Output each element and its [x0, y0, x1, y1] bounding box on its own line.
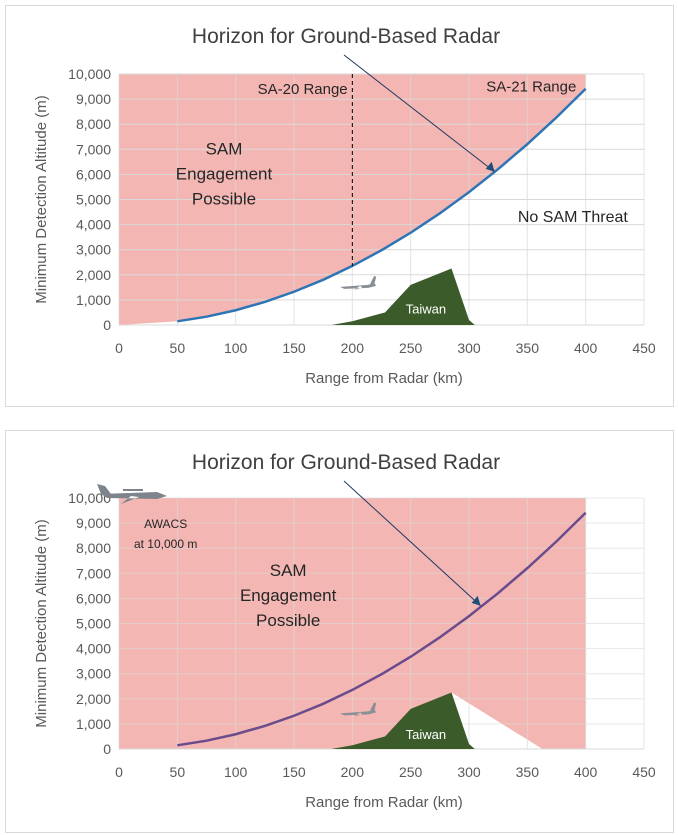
- fighter-jet-icon: [340, 275, 377, 290]
- awacs-label: at 10,000 m: [134, 537, 197, 551]
- chart-2: 0 1,000 2,000 3,000 4,000 5,000 6,000 7,000 8,00…: [33, 451, 656, 811]
- x-tick-label: 0: [115, 340, 123, 356]
- x-tick-label: 450: [632, 764, 656, 780]
- sa21-range-label: SA-21 Range: [486, 79, 576, 96]
- x-tick-label: 200: [341, 764, 365, 780]
- x-axis-title: Range from Radar (km): [305, 794, 463, 811]
- taiwan-terrain: [331, 268, 475, 325]
- x-tick-label: 300: [457, 340, 481, 356]
- x-axis-title: Range from Radar (km): [305, 370, 463, 387]
- y-tick-label: 10,000: [68, 490, 111, 506]
- y-tick-label: 2,000: [76, 267, 111, 283]
- x-tick-label: 400: [574, 340, 598, 356]
- sam-engagement-label: Possible: [192, 189, 256, 208]
- y-tick-label: 10,000: [68, 66, 111, 82]
- x-tick-label: 450: [632, 340, 656, 356]
- y-tick-label: 2,000: [76, 691, 111, 707]
- x-tick-label: 250: [399, 764, 423, 780]
- taiwan-terrain: [331, 692, 475, 749]
- x-tick-label: 100: [224, 764, 248, 780]
- y-tick-label: 6,000: [76, 590, 111, 606]
- x-tick-label: 350: [516, 340, 540, 356]
- y-axis-title: Minimum Detection Altitude (m): [33, 95, 50, 303]
- y-tick-label: 8,000: [76, 540, 111, 556]
- fighter-jet-icon: [340, 702, 377, 717]
- no-sam-threat-label: No SAM Threat: [518, 209, 629, 226]
- sa20-range-label: SA-20 Range: [258, 81, 348, 98]
- y-tick-label: 5,000: [76, 616, 111, 632]
- x-tick-label: 300: [457, 764, 481, 780]
- y-tick-label: 7,000: [76, 565, 111, 581]
- y-tick-label: 3,000: [76, 242, 111, 258]
- y-tick-label: 1,000: [76, 716, 111, 732]
- taiwan-label: Taiwan: [406, 302, 446, 317]
- y-tick-label: 0: [103, 317, 111, 333]
- x-tick-label: 50: [170, 340, 186, 356]
- y-tick-label: 6,000: [76, 166, 111, 182]
- x-tick-label: 350: [516, 764, 540, 780]
- awacs-label: AWACS: [144, 517, 187, 531]
- chart-title: Horizon for Ground-Based Radar: [192, 25, 500, 48]
- y-tick-label: 5,000: [76, 192, 111, 208]
- sam-engagement-label: Engagement: [240, 586, 337, 605]
- chart-panel-2: 0 1,000 2,000 3,000 4,000 5,000 6,000 7,000 8,00…: [5, 430, 674, 833]
- x-tick-label: 150: [282, 764, 306, 780]
- y-tick-label: 1,000: [76, 292, 111, 308]
- taiwan-label: Taiwan: [406, 727, 446, 742]
- x-tick-label: 0: [115, 764, 123, 780]
- title-arrow: [343, 480, 482, 607]
- title-arrow: [343, 54, 495, 173]
- arrow-head-icon: [485, 161, 495, 172]
- y-tick-label: 9,000: [76, 91, 111, 107]
- radar-horizon-line: [177, 87, 587, 323]
- y-tick-label: 3,000: [76, 666, 111, 682]
- x-tick-label: 250: [399, 340, 423, 356]
- sam-engagement-label: Possible: [256, 611, 320, 630]
- y-axis-title: Minimum Detection Altitude (m): [33, 519, 50, 727]
- sam-engagement-label: SAM: [270, 561, 307, 580]
- y-tick-label: 9,000: [76, 515, 111, 531]
- chart-panel-1: 0 1,000 2,000 3,000 4,000 5,000 6,000 7,000 8,00…: [5, 5, 674, 407]
- x-tick-label: 100: [224, 340, 248, 356]
- awacs-aircraft-icon: [97, 484, 167, 504]
- sam-engagement-label: Engagement: [176, 164, 273, 183]
- x-tick-label: 50: [170, 764, 186, 780]
- chart-1: 0 1,000 2,000 3,000 4,000 5,000 6,000 7,000 8,00…: [33, 25, 656, 387]
- x-tick-label: 400: [574, 764, 598, 780]
- arrow-head-icon: [471, 595, 481, 606]
- sam-engagement-label: SAM: [206, 139, 243, 158]
- x-tick-label: 150: [282, 340, 306, 356]
- y-tick-label: 8,000: [76, 116, 111, 132]
- chart-title: Horizon for Ground-Based Radar: [192, 451, 500, 474]
- y-tick-label: 4,000: [76, 641, 111, 657]
- y-tick-label: 7,000: [76, 141, 111, 157]
- x-tick-label: 200: [341, 340, 365, 356]
- y-tick-label: 4,000: [76, 217, 111, 233]
- radar-horizon-line: [177, 511, 587, 747]
- y-tick-label: 0: [103, 741, 111, 757]
